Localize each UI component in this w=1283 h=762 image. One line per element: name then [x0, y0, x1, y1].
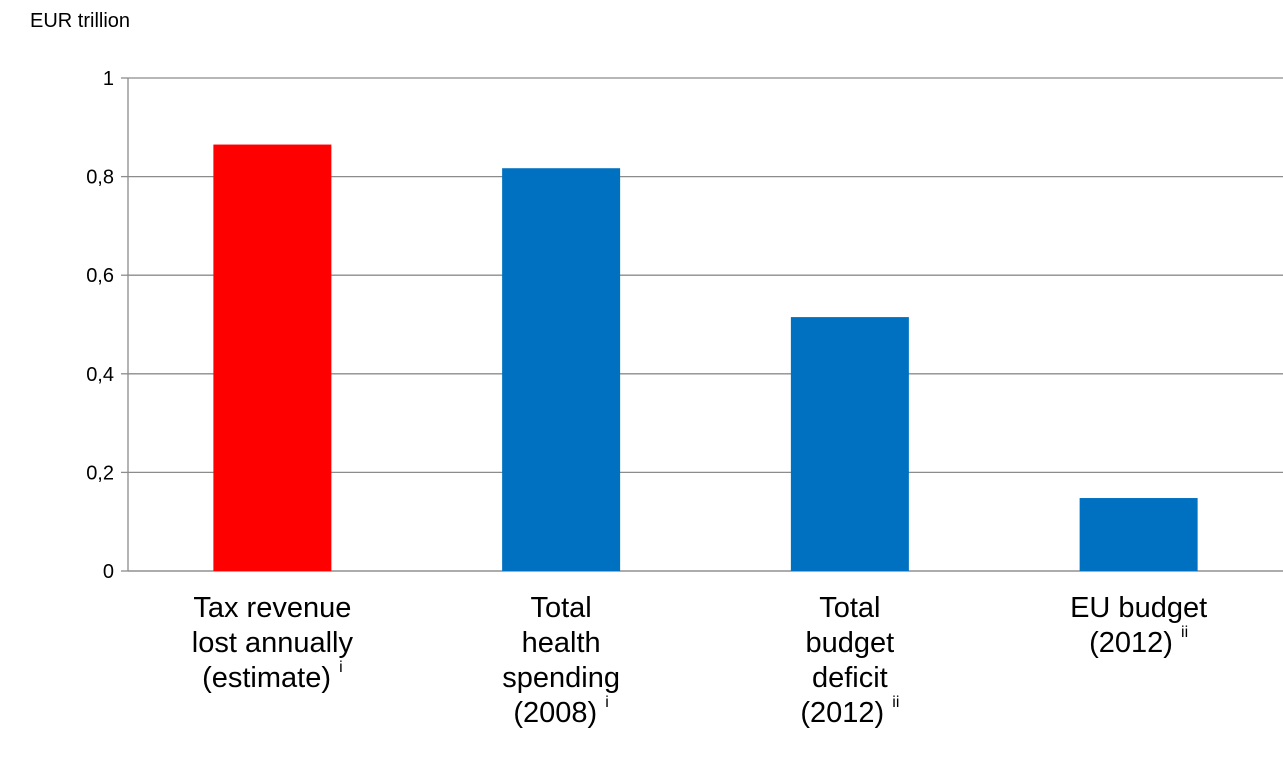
- category-label-line: lost annually: [191, 627, 353, 659]
- x-category-label: Total budget deficit (2012) ii: [730, 591, 970, 731]
- y-tick-label: 0,2: [86, 462, 114, 484]
- category-label-line: (2012) ii: [800, 694, 900, 729]
- category-label-line: (2012) ii: [1089, 624, 1189, 659]
- category-label-line: budget: [805, 627, 895, 659]
- category-label-line: EU budget: [1070, 592, 1208, 624]
- footnote-marker: i: [339, 659, 343, 677]
- bar: [213, 144, 332, 571]
- bar: [1079, 498, 1198, 571]
- category-label-line: Total: [530, 592, 592, 624]
- y-axis-unit-label: EUR trillion: [30, 10, 131, 32]
- category-label-line: (estimate) i: [202, 659, 343, 694]
- x-category-label: Tax revenue lost annually (estimate) i: [152, 591, 392, 696]
- y-tick-label: 0,4: [86, 364, 114, 386]
- footnote-marker: ii: [1181, 624, 1189, 642]
- bar: [790, 317, 909, 571]
- x-category-label: EU budget (2012) ii: [1019, 591, 1259, 661]
- category-label-line: deficit: [811, 662, 888, 694]
- x-category-label: Total health spending (2008) i: [441, 591, 681, 731]
- footnote-marker: i: [605, 694, 609, 712]
- footnote-marker: ii: [892, 694, 900, 712]
- y-tick-label: 0,6: [86, 265, 114, 287]
- category-label-line: Tax revenue: [193, 592, 352, 624]
- category-label-line: health: [521, 627, 601, 659]
- category-label-line: Total: [819, 592, 881, 624]
- category-label-line: (2008) i: [513, 694, 609, 729]
- y-tick-label: 0,8: [86, 167, 114, 189]
- category-label-line: spending: [502, 662, 620, 694]
- y-tick-label: 1: [103, 68, 114, 90]
- y-tick-label: 0: [103, 561, 114, 583]
- bar: [502, 168, 621, 571]
